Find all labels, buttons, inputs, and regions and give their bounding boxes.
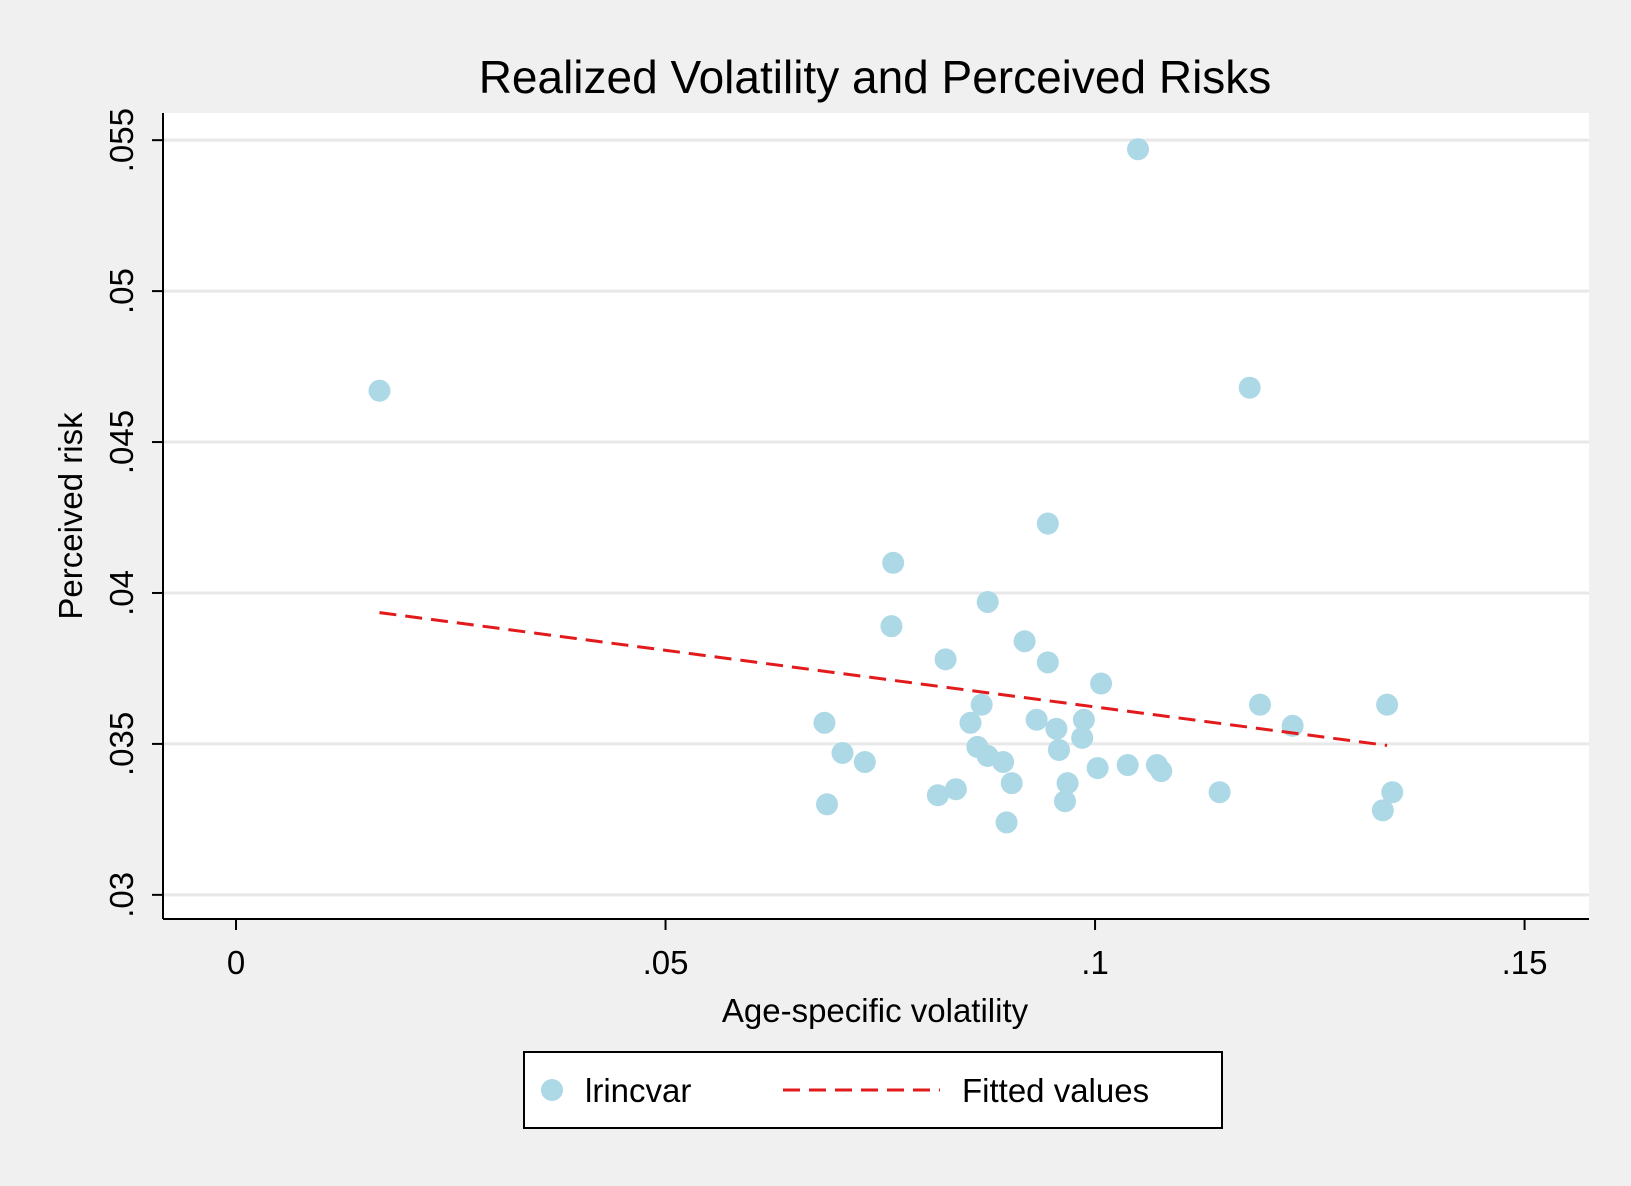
fitted-values-line-group	[379, 611, 1388, 747]
lrincvar-point	[1248, 693, 1271, 716]
lrincvar-point	[1025, 708, 1048, 731]
lrincvar-point	[368, 379, 391, 402]
lrincvar-point	[1045, 717, 1068, 740]
lrincvar-point	[1238, 376, 1261, 399]
lrincvar-point	[1071, 726, 1094, 749]
legend: lrincvar Fitted values	[523, 1051, 1223, 1129]
y-tick-label: .05	[103, 268, 140, 314]
x-axis: 0 .05 .1 .15	[163, 918, 1589, 981]
y-tick-label: .035	[103, 712, 140, 776]
lrincvar-point	[1116, 754, 1139, 777]
lrincvar-point	[831, 741, 854, 764]
lrincvar-point	[1013, 630, 1036, 653]
lrincvar-point	[853, 751, 876, 774]
lrincvar-point	[995, 811, 1018, 834]
lrincvar-point	[1000, 772, 1023, 795]
gridlines	[163, 138, 1589, 897]
lrincvar-point	[934, 648, 957, 671]
y-tick-label: .045	[103, 410, 140, 474]
y-axis: .03 .035 .04 .045 .05 .055	[103, 108, 164, 919]
fitted-values-line	[379, 611, 1388, 747]
lrincvar-point	[816, 793, 839, 816]
y-tick-label: .04	[103, 570, 140, 616]
chart-title: Realized Volatility and Perceived Risks	[479, 51, 1272, 103]
lrincvar-point	[813, 711, 836, 734]
lrincvar-point	[1090, 672, 1113, 695]
lrincvar-point	[926, 784, 949, 807]
lrincvar-point	[1086, 757, 1109, 780]
lrincvar-point	[1371, 799, 1394, 822]
lrincvar-point	[1072, 708, 1095, 731]
legend-label-lrincvar: lrincvar	[585, 1072, 691, 1109]
lrincvar-point	[1381, 781, 1404, 804]
lrincvar-point	[1376, 693, 1399, 716]
legend-label-fitted-values: Fitted values	[962, 1072, 1149, 1109]
lrincvar-point	[976, 591, 999, 614]
x-tick-label: .05	[643, 944, 689, 981]
lrincvar-point	[1053, 790, 1076, 813]
lrincvar-point	[992, 751, 1015, 774]
lrincvar-point	[959, 711, 982, 734]
lrincvar-point	[882, 551, 905, 574]
y-tick-label: .03	[103, 872, 140, 918]
lrincvar-point	[1150, 760, 1173, 783]
x-tick-label: 0	[227, 944, 245, 981]
legend-marker-lrincvar	[541, 1079, 563, 1101]
lrincvar-point	[1208, 781, 1231, 804]
y-axis-label: Perceived risk	[52, 412, 89, 620]
lrincvar-point	[970, 693, 993, 716]
y-tick-label: .055	[103, 108, 140, 172]
lrincvar-point	[880, 615, 903, 638]
lrincvar-point	[1047, 738, 1070, 761]
lrincvar-points	[368, 138, 1404, 834]
lrincvar-point	[944, 778, 967, 801]
lrincvar-point	[1036, 512, 1059, 535]
lrincvar-point	[1056, 772, 1079, 795]
x-tick-label: .15	[1502, 944, 1548, 981]
plot-area	[163, 113, 1589, 919]
x-axis-label: Age-specific volatility	[722, 992, 1029, 1029]
lrincvar-point	[1127, 138, 1150, 161]
legend-box	[523, 1051, 1223, 1129]
x-tick-label: .1	[1081, 944, 1109, 981]
lrincvar-point	[1036, 651, 1059, 674]
